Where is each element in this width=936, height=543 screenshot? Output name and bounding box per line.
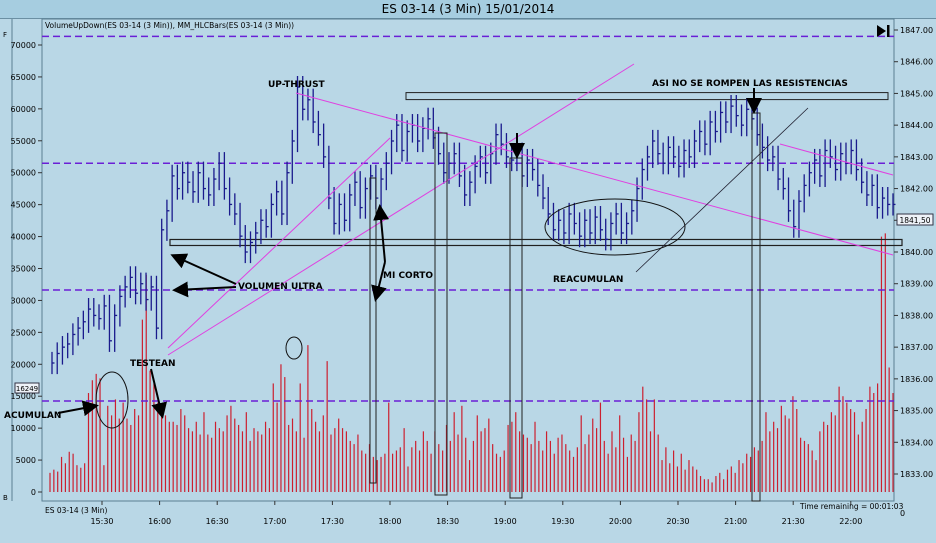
x-tick-label: 18:30 <box>436 517 459 526</box>
x-tick-label: 21:30 <box>782 517 805 526</box>
x-tick-label: 16:30 <box>206 517 229 526</box>
annotation-no-break-resistance: ASI NO SE ROMPEN LAS RESISTENCIAS <box>652 79 848 89</box>
x-tick-label: 17:30 <box>321 517 344 526</box>
left-tick-label: 25000 <box>11 328 36 337</box>
chart-legend: VolumeUpDown(ES 03-14 (3 Min)), MM_HLCBa… <box>45 21 294 30</box>
trend-line <box>167 137 391 349</box>
left-tick-label: 60000 <box>11 105 36 114</box>
resistance-zone <box>405 92 889 101</box>
uptrend-line <box>635 107 809 273</box>
x-tick-label: 17:00 <box>263 517 286 526</box>
trend-line <box>779 143 894 176</box>
x-tick-label: 22:00 <box>839 517 862 526</box>
panel-marker-f: F <box>3 31 7 39</box>
annotation-reaccumulation: REACUMULAN <box>553 275 623 285</box>
annotation-arrow <box>371 261 387 302</box>
left-tick-label: 45000 <box>11 201 36 210</box>
right-tick-label: 1846.00 <box>900 58 933 67</box>
left-tick-label: 50000 <box>11 169 36 178</box>
time-remaining: Time remaining = 00:01:03 <box>799 502 904 511</box>
left-tick-label: 15000 <box>11 392 36 401</box>
left-tick-label: 65000 <box>11 73 36 82</box>
play-button[interactable] <box>877 25 890 37</box>
right-axis-bottom-tick: 0 <box>900 509 905 518</box>
x-tick-label: 18:00 <box>378 517 401 526</box>
highlight-box <box>369 177 377 484</box>
right-tick-label: 1843.00 <box>900 153 933 162</box>
left-tick-label: 10000 <box>11 424 36 433</box>
trend-line <box>295 92 894 256</box>
right-tick-label: 1838.00 <box>900 311 933 320</box>
annotation-arrow <box>172 281 237 298</box>
x-tick-label: 20:00 <box>609 517 632 526</box>
annotation-my-short: MI CORTO <box>383 271 433 281</box>
volume-spike-ellipse <box>285 336 303 360</box>
x-tick-label: 15:30 <box>90 517 113 526</box>
x-tick-label: 20:30 <box>666 517 689 526</box>
left-tick-label: 5000 <box>16 456 36 465</box>
annotation-accumulation: ACUMULAN <box>4 411 61 421</box>
left-tick-label: 30000 <box>11 296 36 305</box>
play-icon <box>877 25 886 37</box>
annotation-ultra-volume: VOLUMEN ULTRA <box>238 282 323 292</box>
panel-marker-b: B <box>3 494 8 502</box>
trend-line <box>167 63 635 356</box>
left-tick-label: 40000 <box>11 233 36 242</box>
left-tick-label: 35000 <box>11 265 36 274</box>
left-tick-label: 70000 <box>11 41 36 50</box>
current-price-box <box>896 213 934 226</box>
support-zone <box>169 238 903 247</box>
right-tick-label: 1836.00 <box>900 375 933 384</box>
x-tick-label: 19:30 <box>551 517 574 526</box>
play-bar-icon <box>887 25 890 37</box>
current-volume-label: 16249 <box>16 385 38 393</box>
x-tick-label: 19:00 <box>494 517 517 526</box>
annotation-arrow <box>57 400 99 417</box>
current-volume-box <box>14 382 40 394</box>
annotation-test: TESTEAN <box>130 359 176 369</box>
right-tick-label: 1844.00 <box>900 121 933 130</box>
right-tick-label: 1837.00 <box>900 343 933 352</box>
right-tick-label: 1845.00 <box>900 89 933 98</box>
x-tick-label: 16:00 <box>148 517 171 526</box>
annotation-arrow <box>150 368 167 419</box>
right-tick-label: 1834.00 <box>900 438 933 447</box>
right-tick-label: 1833.00 <box>900 470 933 479</box>
x-tick-label: 21:00 <box>724 517 747 526</box>
current-price-label: 1841,50 <box>899 216 930 225</box>
right-tick-label: 1835.00 <box>900 407 933 416</box>
annotation-up-thrust: UP-THRUST <box>268 80 326 90</box>
right-tick-label: 1840.00 <box>900 248 933 257</box>
left-tick-label: 55000 <box>11 137 36 146</box>
accumulation-ellipse <box>95 371 129 429</box>
right-tick-label: 1842.00 <box>900 185 933 194</box>
right-tick-label: 1847.00 <box>900 26 933 35</box>
annotation-arrow <box>170 253 237 285</box>
annotation-arrow <box>373 204 390 263</box>
left-tick-label: 20000 <box>11 360 36 369</box>
left-tick-label: 0 <box>31 488 36 497</box>
right-tick-label: 1839.00 <box>900 280 933 289</box>
bottom-symbol-label: ES 03-14 (3 Min) <box>45 506 107 515</box>
reaccumulation-ellipse <box>544 198 686 256</box>
highlight-box <box>434 132 448 496</box>
